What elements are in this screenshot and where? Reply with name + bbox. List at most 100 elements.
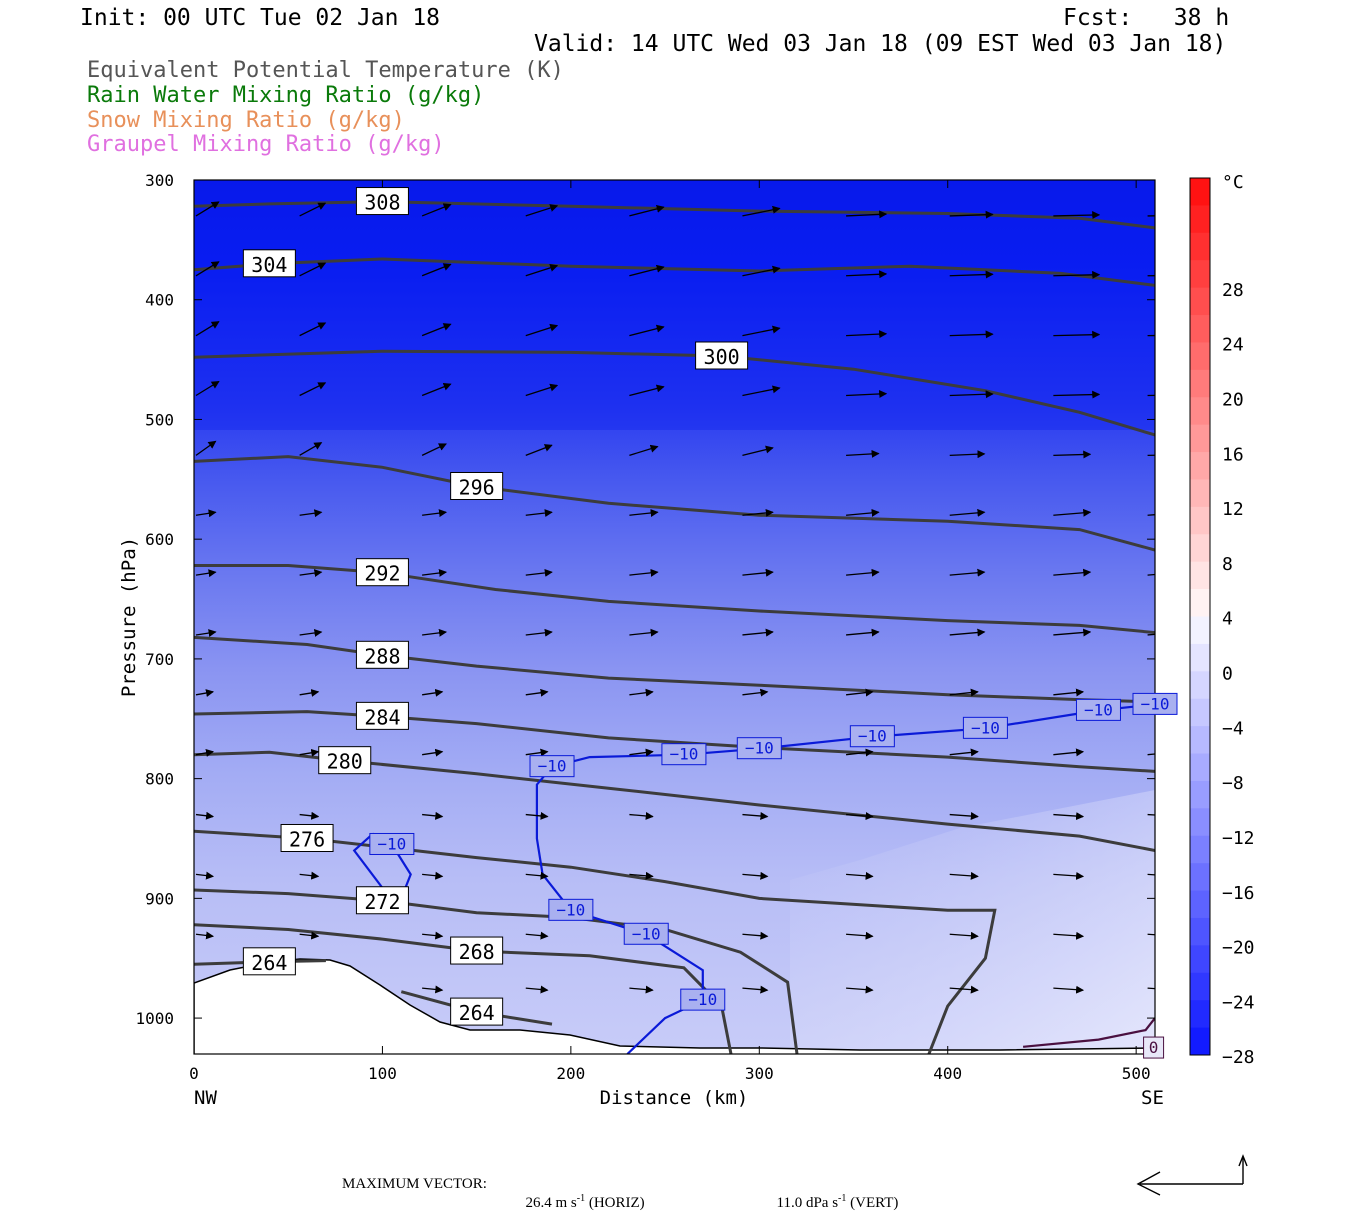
svg-text:308: 308 (364, 191, 400, 215)
wind-vector (195, 201, 220, 217)
svg-text:296: 296 (459, 475, 495, 499)
wind-vector (525, 628, 553, 637)
wind-vector (629, 508, 659, 517)
colorbar-swatch (1190, 808, 1210, 837)
colorbar-tick-label: −8 (1222, 773, 1244, 794)
y-tick-label: 1000 (135, 1009, 174, 1028)
wind-vector (195, 569, 217, 578)
wind-vector (742, 508, 774, 517)
max-vector-label: MAXIMUM VECTOR: (342, 1176, 487, 1192)
wind-vector (195, 261, 220, 277)
theta-e-contour-label: 264 (242, 947, 296, 976)
colorbar-tick-label: −12 (1222, 828, 1255, 849)
colorbar-tick-label: 0 (1222, 664, 1233, 685)
wind-vector (195, 748, 215, 757)
svg-text:−10: −10 (538, 757, 567, 776)
wind-vector (629, 628, 659, 637)
wind-vector (1147, 813, 1155, 816)
wind-vector (422, 628, 448, 637)
wind-vector (1147, 753, 1155, 756)
y-tick-label: 800 (145, 770, 174, 789)
wind-vector (629, 811, 654, 820)
colorbar-swatch (1190, 616, 1210, 645)
colorbar-swatch (1190, 945, 1210, 974)
x-tick-label: 300 (745, 1064, 774, 1083)
wind-vector (422, 688, 444, 697)
colorbar-swatch (1190, 917, 1210, 946)
wind-vector (742, 325, 781, 337)
svg-text:−10: −10 (1084, 700, 1113, 719)
svg-text:−10: −10 (971, 718, 1000, 737)
wind-vector (846, 871, 874, 880)
wind-vector (949, 450, 986, 459)
wind-vector (1053, 568, 1092, 577)
valid-time: Valid: 14 UTC Wed 03 Jan 18 (09 EST Wed … (534, 31, 1227, 57)
colorbar-swatch (1190, 561, 1210, 590)
temperature-contour-label: −10 (1075, 698, 1121, 721)
theta-e-contour (194, 750, 1155, 852)
wind-vector (422, 931, 444, 940)
wind-vector (299, 382, 327, 397)
wind-vector (422, 748, 444, 757)
wind-vector (949, 568, 986, 577)
svg-text:292: 292 (364, 562, 400, 586)
wind-vector (1147, 633, 1155, 636)
wind-vector (949, 508, 986, 517)
colorbar-swatch (1190, 232, 1210, 261)
wind-vector (1053, 211, 1101, 220)
theta-e-contour-label: 304 (242, 249, 296, 278)
wind-vector (846, 449, 880, 458)
svg-text:288: 288 (364, 644, 400, 668)
wind-vector (949, 688, 979, 697)
wind-vector (846, 688, 874, 697)
wind-vector (742, 871, 769, 880)
legend-snow: Snow Mixing Ratio (g/kg) (87, 108, 405, 133)
colorbar-swatch (1190, 452, 1210, 480)
colorbar-swatch (1190, 643, 1210, 672)
colorbar-tick-label: −20 (1222, 938, 1255, 959)
x-axis-left-end: NW (194, 1087, 217, 1109)
colorbar-swatch (1190, 1000, 1210, 1029)
wind-vector (422, 985, 444, 994)
wind-vector (525, 264, 559, 277)
wind-vector (846, 985, 874, 994)
wind-vector (949, 270, 994, 279)
colorbar-swatch (1190, 890, 1210, 919)
wind-vector (742, 385, 781, 397)
temperature-contour-label: −10 (623, 922, 669, 945)
temperature-contour-label: −10 (548, 898, 594, 921)
wind-vector (421, 443, 447, 456)
colorbar-unit: °C (1222, 172, 1244, 193)
colorbar-swatch (1190, 506, 1210, 535)
wind-vector (949, 330, 994, 339)
wind-vector (1053, 450, 1092, 459)
vert-unit: (VERT) (846, 1195, 899, 1211)
theta-e-contour-label: 296 (450, 471, 504, 500)
temperature-contour-label: −10 (1132, 692, 1178, 715)
wind-vector (629, 204, 665, 217)
upper-band-3 (194, 180, 1155, 430)
temperature-contour-label: −10 (369, 832, 415, 855)
wind-vector (299, 931, 320, 940)
colorbar-tick-label: 20 (1222, 389, 1244, 410)
x-tick-label: 500 (1122, 1064, 1151, 1083)
horiz-unit: (HORIZ) (585, 1195, 645, 1211)
theta-e-contour-label: 276 (280, 823, 334, 852)
wind-vector (742, 812, 769, 820)
colorbar-tick-label: 28 (1222, 280, 1244, 301)
svg-text:280: 280 (327, 750, 363, 774)
wind-vector (629, 444, 659, 456)
wind-vector (299, 322, 327, 337)
wind-vector (195, 689, 215, 697)
y-tick-label: 300 (145, 171, 174, 190)
wind-vector (421, 203, 452, 217)
wind-vector (299, 748, 320, 757)
wind-vector (1053, 871, 1085, 880)
wind-vector (525, 444, 553, 456)
wind-vector (525, 985, 549, 994)
wind-vector (1053, 931, 1085, 940)
wind-vector (742, 985, 769, 994)
colorbar-swatch (1190, 287, 1210, 316)
wind-vector (299, 509, 323, 518)
wind-vector (422, 871, 444, 880)
